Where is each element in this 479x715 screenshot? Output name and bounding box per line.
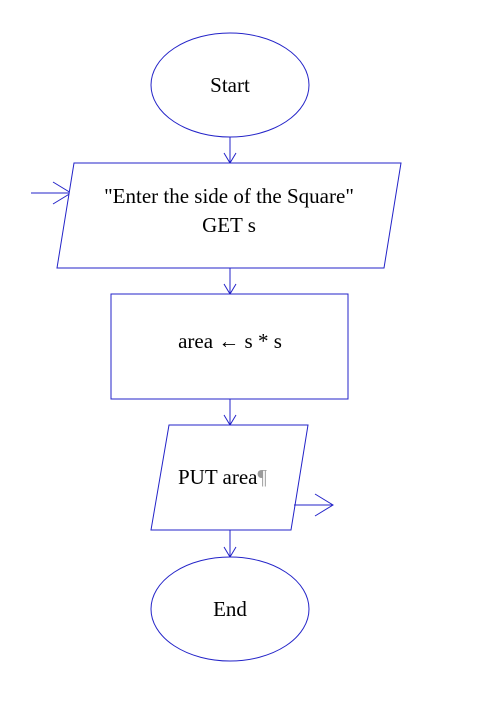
- input-node: "Enter the side of the Square" GET s: [56, 162, 402, 269]
- output-marker-arrow: [294, 493, 334, 517]
- output-text: PUT area¶: [178, 465, 268, 489]
- edge-output-to-end: [223, 530, 237, 558]
- output-marker-arrowhead: [314, 493, 334, 517]
- end-label: End: [213, 597, 247, 621]
- process-node: area ← s * s: [110, 293, 349, 400]
- output-node: PUT area¶: [150, 424, 309, 531]
- edge-start-to-input: [223, 137, 237, 164]
- end-ellipse: [150, 556, 310, 662]
- input-parallelogram: [56, 162, 402, 269]
- input-marker-arrow: [31, 181, 72, 205]
- process-rectangle: [110, 293, 349, 400]
- input-prompt-text: "Enter the side of the Square": [104, 184, 354, 208]
- edge-process-to-output: [223, 399, 237, 426]
- start-label: Start: [210, 73, 250, 97]
- end-node: End: [150, 556, 310, 662]
- start-node: Start: [150, 32, 310, 138]
- output-pilcrow: ¶: [258, 465, 268, 489]
- output-label: PUT area: [178, 465, 258, 489]
- output-parallelogram: [150, 424, 309, 531]
- input-get-text: GET s: [202, 213, 256, 237]
- edge-input-to-process: [223, 268, 237, 295]
- process-label: area ← s * s: [178, 329, 282, 353]
